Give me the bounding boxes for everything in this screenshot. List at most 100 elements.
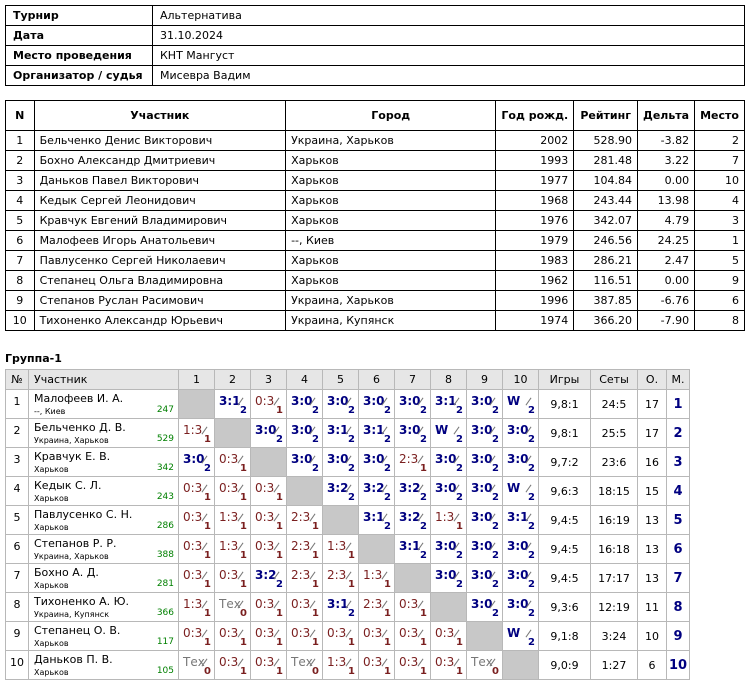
participant-cell: 116.51 [573,270,639,291]
games-cell: 9,6:3 [538,476,591,506]
match-score: 1:3 [363,568,383,582]
sets-cell: 3:24 [590,621,638,651]
header-num: № [5,369,29,390]
info-label: Организатор / судья [5,65,153,86]
match-result-cell: 3:0 2 [250,418,287,448]
diagonal-cell [466,621,503,651]
match-result-cell: 3:1 2 [358,418,395,448]
player-cell: Бельченко Д. В. Украина, Харьков 529 [28,418,179,448]
match-score: 0:3 [255,626,275,640]
match-score: 2:3 [399,452,419,466]
match-points: 1 [276,521,283,532]
header-place: М. [666,369,690,390]
match-result-cell: 3:0 2 [430,476,467,506]
match-score: 3:0 [291,423,313,437]
header-opponent-col: 5 [322,369,359,390]
games-cell: 9,3:6 [538,592,591,622]
participant-cell: Харьков [285,210,497,231]
match-score: 3:0 [507,597,529,611]
match-points: 1 [420,637,427,648]
match-score: 3:1 [435,394,457,408]
match-points: 1 [204,579,211,590]
sets-cell: 25:5 [590,418,638,448]
match-result-cell: 2:3 1 [286,505,323,535]
header-opponent-col: 2 [214,369,251,390]
player-rating: 529 [156,434,174,444]
match-result-cell: 3:0 2 [466,505,503,535]
participant-cell: 1968 [495,190,575,211]
player-name: Малофеев И. А. [34,392,124,405]
participant-row: 2 Бохно Александр Дмитриевич Харьков 1993 28… [5,150,745,171]
match-score: 3:0 [507,568,529,582]
match-points: 0 [204,666,211,677]
match-score: 2:3 [363,597,383,611]
participant-cell: 528.90 [573,130,639,151]
match-score: 3:2 [363,481,385,495]
participant-cell: 281.48 [573,150,639,171]
group-crosstable: № Участник 1 2 3 4 5 6 7 8 9 10 Игры Сеты О. М. 1 Малофее… [5,369,690,680]
match-points: 2 [456,492,463,503]
match-score: 3:0 [363,452,385,466]
match-result-cell: 3:0 2 [430,447,467,477]
match-result-cell: 3:0 2 [322,447,359,477]
match-result-cell: 3:0 2 [286,447,323,477]
info-label: Турнир [5,5,153,26]
row-number: 9 [5,621,29,651]
match-score: 3:1 [327,423,349,437]
match-points: 2 [420,521,427,532]
match-result-cell: 3:0 2 [286,418,323,448]
participant-cell: Харьков [285,250,497,271]
diagonal-cell [430,592,467,622]
participant-row: 8 Степанец Ольга Владимировна Харьков 1962 1… [5,270,745,291]
participants-header-cell: Место [694,100,745,131]
match-score: 0:3 [291,597,311,611]
participant-cell: 2 [5,150,35,171]
diagonal-cell [250,447,287,477]
match-points: 1 [240,579,247,590]
match-result-cell: 0:3 1 [250,592,287,622]
match-result-cell: 3:0 2 [466,447,503,477]
player-name: Павлусенко С. Н. [34,508,133,521]
participant-cell: 6 [5,230,35,251]
header-points: О. [637,369,667,390]
player-city: Харьков [34,639,69,648]
match-result-cell: 1:3 1 [430,505,467,535]
match-result-cell: 0:3 1 [178,505,215,535]
sets-cell: 24:5 [590,389,638,419]
match-result-cell: 0:3 1 [214,563,251,593]
points-cell: 16 [637,447,667,477]
participant-cell: 8 [694,310,745,331]
header-opponent-col: 3 [250,369,287,390]
games-cell: 9,4:5 [538,505,591,535]
match-result-cell: 0:3 1 [394,650,431,680]
match-points: 2 [312,434,319,445]
match-points: 1 [348,666,355,677]
match-points: 2 [492,608,499,619]
match-score: 3:0 [471,481,493,495]
row-number: 4 [5,476,29,506]
participant-cell: 342.07 [573,210,639,231]
match-result-cell: 3:1 2 [214,389,251,419]
match-score: 3:1 [399,539,421,553]
match-result-cell: 3:0 2 [466,476,503,506]
match-points: 2 [456,550,463,561]
player-cell: Даньков П. В. Харьков 105 [28,650,179,680]
match-points: 2 [492,405,499,416]
match-points: 2 [312,463,319,474]
match-result-cell: 0:3 1 [214,650,251,680]
match-points: 2 [384,492,391,503]
player-cell: Кедык С. Л. Харьков 243 [28,476,179,506]
group-title: Группа-1 [5,352,62,365]
match-result-cell: 0:3 1 [178,621,215,651]
info-row: Турнир Альтернатива [5,5,745,26]
player-cell: Бохно А. Д. Харьков 281 [28,563,179,593]
games-cell: 9,4:5 [538,563,591,593]
match-points: 1 [312,550,319,561]
player-name: Степанов Р. Р. [34,537,117,550]
player-name: Тихоненко А. Ю. [34,595,130,608]
match-points: 2 [420,550,427,561]
participant-cell: 2002 [495,130,575,151]
match-result-cell: 3:0 2 [502,563,539,593]
match-result-cell: 3:0 2 [466,592,503,622]
match-points: 2 [348,405,355,416]
